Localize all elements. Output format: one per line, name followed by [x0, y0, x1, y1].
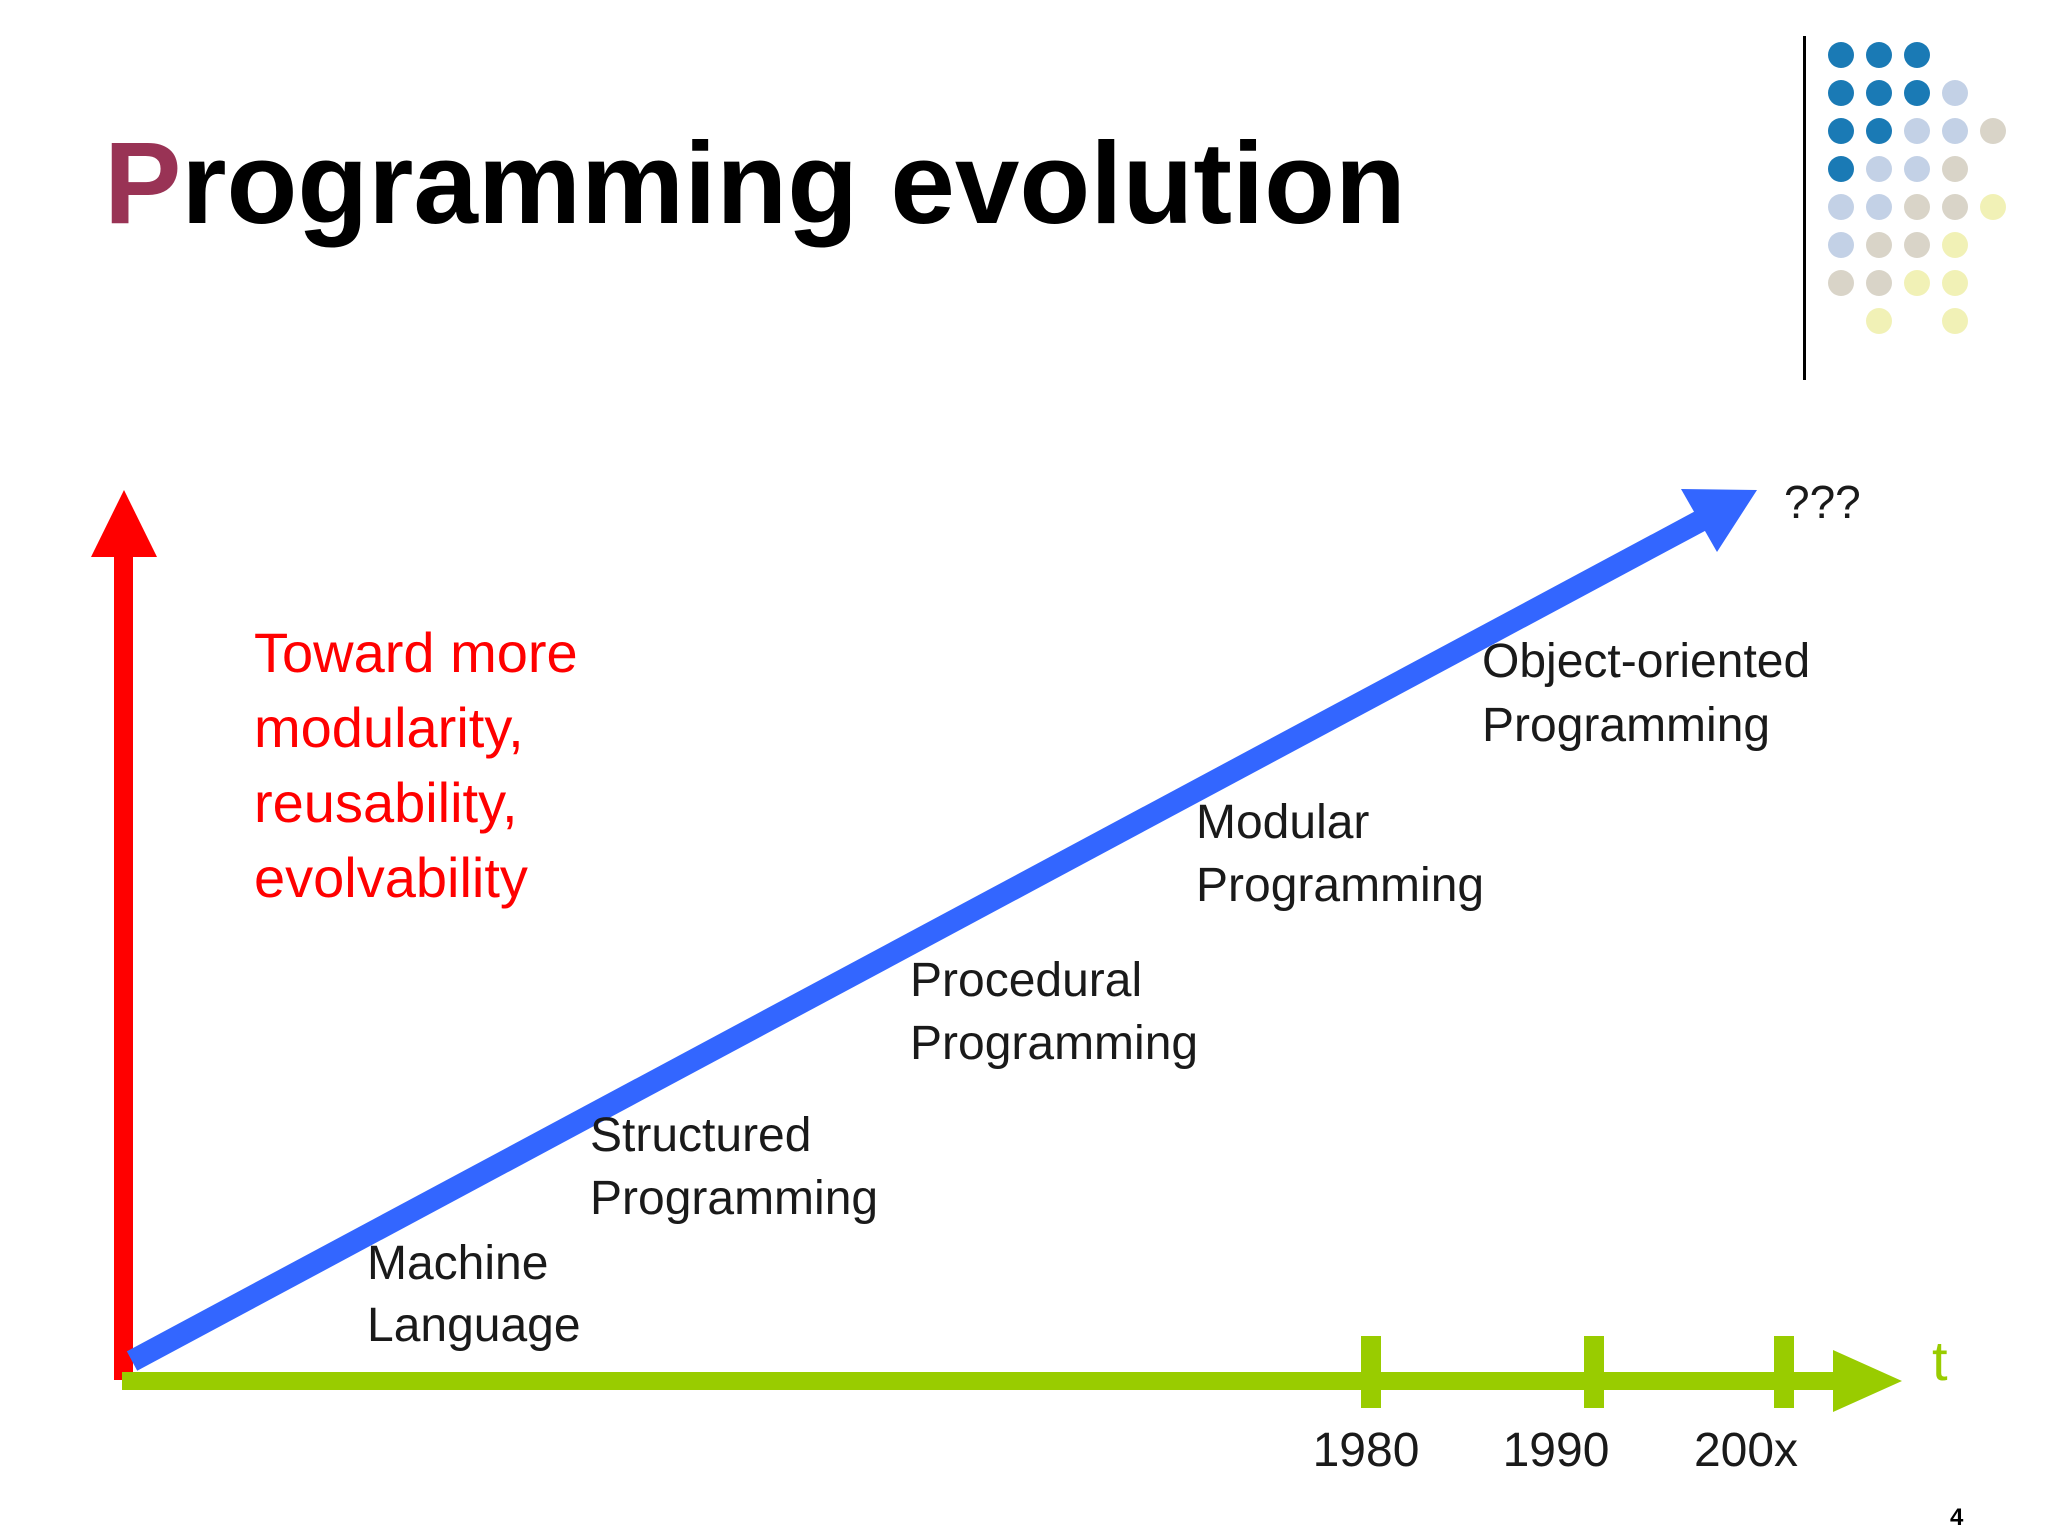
time-tick-1980	[1361, 1336, 1381, 1408]
title-first-letter: P	[104, 118, 182, 248]
stage-labels: Machine Language Structured Programming …	[367, 635, 1810, 1352]
stage-modular-line-1: Modular	[1196, 796, 1369, 849]
stage-machine-language-line-2: Language	[367, 1299, 581, 1352]
slide-number: 4	[1950, 1504, 1964, 1531]
page-title: Programming evolution	[104, 118, 1406, 248]
vertical-axis-caption: Toward more modularity, reusability, evo…	[254, 621, 578, 909]
progress-arrow-head	[1681, 489, 1757, 552]
time-tick-200x	[1774, 1336, 1794, 1408]
time-tick-1990	[1584, 1336, 1604, 1408]
caption-line-2: modularity,	[254, 696, 524, 759]
stage-machine-language-line-1: Machine	[367, 1237, 548, 1290]
future-label: ???	[1784, 476, 1861, 528]
time-axis-shaft	[122, 1372, 1842, 1390]
stage-procedural-line-2: Programming	[910, 1017, 1198, 1070]
time-axis-arrowhead	[1833, 1350, 1902, 1412]
title-rest: rogramming evolution	[181, 118, 1406, 248]
stage-procedural-line-1: Procedural	[910, 954, 1142, 1007]
vertical-axis-shaft	[114, 552, 133, 1380]
title-divider-line	[1803, 36, 1806, 380]
stage-object-oriented-line-2: Programming	[1482, 699, 1770, 752]
caption-line-4: evolvability	[254, 846, 528, 909]
vertical-axis-arrowhead	[91, 490, 157, 557]
stage-structured-line-1: Structured	[590, 1109, 811, 1162]
progress-arrow-shaft	[126, 510, 1708, 1371]
caption-line-1: Toward more	[254, 621, 578, 684]
stage-object-oriented-line-1: Object-oriented	[1482, 635, 1810, 688]
caption-line-3: reusability,	[254, 771, 518, 834]
tick-label-200x: 200x	[1694, 1424, 1798, 1477]
stage-modular-line-2: Programming	[1196, 859, 1484, 912]
stage-structured-line-2: Programming	[590, 1172, 878, 1225]
time-axis-label: t	[1932, 1329, 1948, 1392]
tick-label-1990: 1990	[1503, 1424, 1610, 1477]
tick-label-1980: 1980	[1313, 1424, 1420, 1477]
time-tick-labels: 1980 1990 200x	[1313, 1424, 1798, 1477]
